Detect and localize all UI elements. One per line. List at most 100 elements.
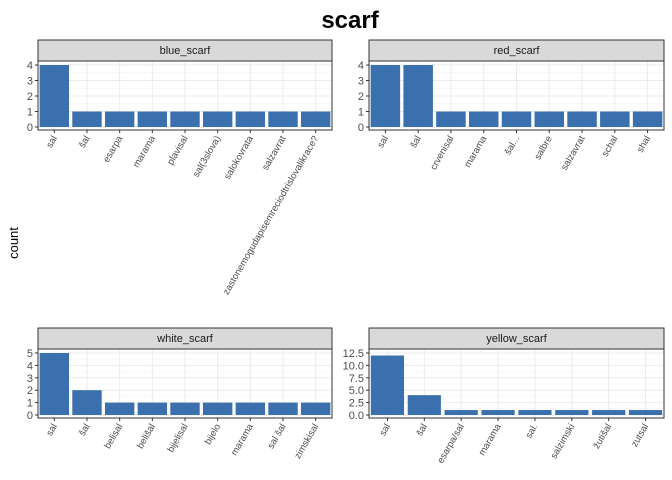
x-tick-label: sal — [377, 422, 393, 438]
x-tick-label: sal — [375, 134, 391, 150]
x-tick-label: sal — [44, 422, 60, 438]
x-tick-label: salzavrat — [559, 134, 588, 173]
y-tick-label: 5 — [27, 348, 33, 360]
y-tick-label: 2 — [358, 91, 364, 103]
x-tick-label: šal — [77, 134, 93, 150]
bar-white_scarf-2 — [104, 402, 135, 415]
bar-white_scarf-4 — [170, 402, 200, 415]
bar-red_scarf-1 — [403, 65, 433, 127]
x-tick-label: bijelisal — [165, 422, 190, 454]
x-tick-label: bijelo — [203, 422, 224, 447]
bar-blue_scarf-4 — [170, 111, 200, 127]
bar-red_scarf-8 — [632, 111, 663, 127]
x-tick-label: sal(3slova) — [191, 134, 223, 179]
facet-strip-label: yellow_scarf — [486, 333, 547, 345]
x-tick-label: crvenisal — [428, 134, 456, 172]
y-tick-label: 7.5 — [349, 373, 364, 385]
bar-blue_scarf-5 — [202, 111, 233, 127]
facet-strip-label: red_scarf — [494, 45, 541, 57]
y-tick-label: 2 — [27, 385, 33, 397]
bar-yellow_scarf-2 — [444, 410, 478, 415]
y-tick-label: 12.5 — [343, 348, 364, 360]
bar-red_scarf-4 — [501, 111, 532, 127]
panel-red_scarf: red_scarf 0 1 2 3 4 sal šal crvenisal marama šal..… — [358, 39, 665, 173]
x-tick-label: salokovrata — [222, 133, 256, 181]
x-tick-label: marama — [131, 133, 158, 169]
bar-red_scarf-6 — [567, 111, 597, 127]
x-tick-label: belišal — [135, 422, 158, 451]
y-tick-label: 4 — [27, 360, 33, 372]
bar-white_scarf-8 — [300, 402, 331, 415]
bar-yellow_scarf-6 — [592, 410, 626, 415]
bar-yellow_scarf-4 — [518, 410, 552, 415]
x-tick-label: šal — [414, 422, 430, 438]
y-tick-label: 0 — [358, 122, 364, 134]
facet-strip-label: blue_scarf — [160, 45, 212, 57]
x-tick-label: sal — [44, 134, 60, 150]
facet-strip-label: white_scarf — [156, 333, 214, 345]
bar-red_scarf-0 — [370, 65, 401, 127]
y-tick-label: 5.0 — [349, 385, 364, 397]
bar-red_scarf-3 — [468, 111, 499, 127]
bar-white_scarf-3 — [137, 402, 168, 415]
x-tick-label: salbre — [532, 134, 554, 162]
bar-blue_scarf-6 — [235, 111, 266, 127]
bar-yellow_scarf-7 — [628, 410, 663, 415]
x-tick-label: sal. — [524, 422, 541, 440]
panel-border — [368, 348, 665, 419]
y-tick-label: 3 — [27, 373, 33, 385]
x-tick-label: marama — [477, 421, 504, 457]
bar-white_scarf-0 — [39, 353, 70, 415]
x-tick-label: belisal — [102, 422, 125, 451]
y-tick-label: 0.0 — [349, 410, 364, 422]
x-tick-label: zutsal — [629, 422, 651, 449]
y-tick-label: 3 — [358, 76, 364, 88]
y-tick-label: 0 — [27, 122, 33, 134]
x-tick-label: šal — [77, 422, 93, 438]
bar-yellow_scarf-5 — [555, 410, 589, 415]
x-tick-label: marama — [462, 133, 489, 169]
bar-red_scarf-5 — [534, 111, 565, 127]
bar-yellow_scarf-3 — [481, 410, 515, 415]
y-tick-label: 4 — [358, 60, 364, 72]
bar-white_scarf-7 — [268, 402, 298, 415]
x-tick-label: schal — [600, 134, 621, 159]
chart-title: scarf — [321, 7, 379, 34]
x-tick-label: šal... — [503, 134, 523, 157]
x-tick-label: marama — [229, 421, 256, 457]
x-tick-label: esarpa/sal — [435, 422, 466, 465]
x-tick-label: sal šal — [266, 422, 289, 451]
x-tick-label: šal — [408, 134, 424, 150]
y-tick-label: 1 — [27, 398, 33, 410]
x-tick-label: shal — [635, 134, 653, 155]
y-tick-label: 3 — [27, 76, 33, 88]
y-tick-label: 1 — [27, 107, 33, 119]
panel-blue_scarf: blue_scarf 0 1 2 3 4 sal šal esarpa marama plavisa… — [27, 39, 333, 297]
y-axis-label: count — [6, 227, 21, 259]
x-tick-label: salzavrat — [260, 134, 289, 173]
y-tick-label: 4 — [27, 60, 33, 72]
bar-yellow_scarf-0 — [370, 355, 405, 415]
y-tick-label: 2 — [27, 91, 33, 103]
y-tick-label: 10.0 — [343, 360, 364, 372]
y-tick-label: 1 — [358, 107, 364, 119]
y-tick-label: 2.5 — [349, 398, 364, 410]
panel-yellow_scarf: yellow_scarf 0.02.55.07.510.012.5 sal šal es… — [343, 327, 665, 465]
bar-white_scarf-1 — [72, 390, 102, 415]
bar-white_scarf-5 — [202, 402, 233, 415]
y-tick-label: 0 — [27, 410, 33, 422]
bar-blue_scarf-3 — [137, 111, 168, 127]
bar-red_scarf-7 — [600, 111, 630, 127]
bar-blue_scarf-1 — [72, 111, 102, 127]
bar-yellow_scarf-1 — [407, 395, 441, 415]
x-tick-label: salzimski — [549, 422, 578, 461]
bar-blue_scarf-2 — [104, 111, 135, 127]
bar-blue_scarf-8 — [300, 111, 331, 127]
x-tick-label: zimskisal — [292, 422, 321, 461]
bar-red_scarf-2 — [436, 111, 466, 127]
x-tick-label: esarpa — [101, 133, 125, 164]
bar-white_scarf-6 — [235, 402, 266, 415]
bar-blue_scarf-0 — [39, 65, 70, 127]
